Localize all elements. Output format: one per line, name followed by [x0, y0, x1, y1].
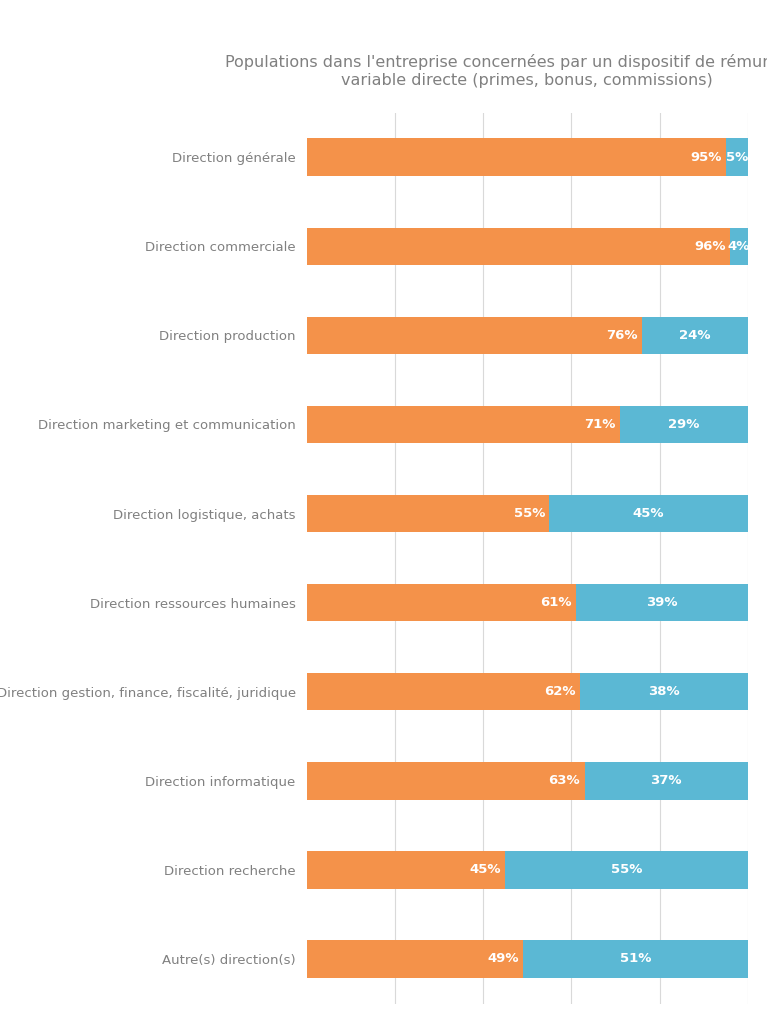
Text: 37%: 37% [650, 774, 682, 787]
Bar [307, 584, 576, 622]
Text: 29%: 29% [668, 418, 700, 431]
Bar [307, 851, 505, 889]
Bar [307, 762, 584, 800]
Bar [620, 406, 748, 443]
Bar [580, 673, 748, 711]
Text: 49%: 49% [487, 952, 518, 966]
Text: 24%: 24% [679, 329, 711, 342]
Bar [576, 584, 748, 622]
Bar [307, 406, 620, 443]
Bar [307, 495, 549, 532]
Bar [307, 138, 726, 176]
Text: 62%: 62% [545, 685, 576, 698]
Bar [726, 138, 748, 176]
Text: 39%: 39% [646, 596, 677, 609]
Bar [307, 940, 523, 978]
Bar [307, 673, 580, 711]
Text: 45%: 45% [633, 507, 664, 520]
Text: 96%: 96% [694, 240, 726, 253]
Bar [307, 316, 642, 354]
Title: Populations dans l'entreprise concernées par un dispositif de rémunération
varia: Populations dans l'entreprise concernées… [225, 54, 767, 88]
Text: 71%: 71% [584, 418, 615, 431]
Bar [505, 851, 748, 889]
Text: 45%: 45% [469, 863, 501, 877]
Text: 51%: 51% [620, 952, 651, 966]
Text: 55%: 55% [611, 863, 642, 877]
Bar [549, 495, 748, 532]
Text: 55%: 55% [514, 507, 545, 520]
Text: 38%: 38% [648, 685, 680, 698]
Text: 63%: 63% [548, 774, 580, 787]
Text: 4%: 4% [728, 240, 750, 253]
Bar [523, 940, 748, 978]
Bar [642, 316, 748, 354]
Bar [307, 227, 730, 265]
Text: 76%: 76% [606, 329, 637, 342]
Text: 95%: 95% [690, 151, 721, 164]
Text: 61%: 61% [540, 596, 571, 609]
Bar [730, 227, 748, 265]
Bar [584, 762, 748, 800]
Text: 5%: 5% [726, 151, 748, 164]
